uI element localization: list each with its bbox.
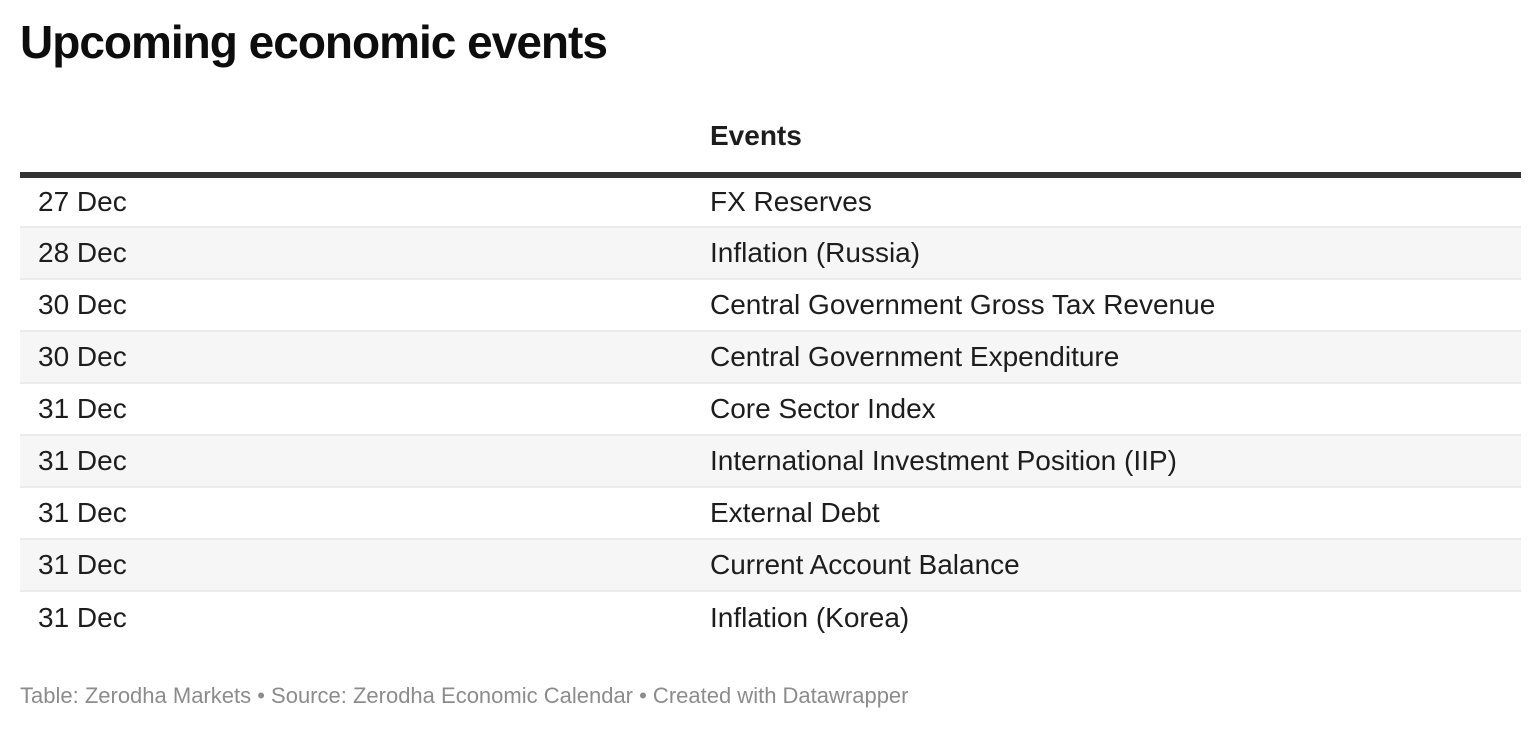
date-cell: 30 Dec (20, 278, 692, 331)
event-cell: Inflation (Russia) (692, 226, 1521, 279)
table-row: 28 Dec Inflation (Russia) (20, 226, 1521, 279)
table-row: 31 Dec Current Account Balance (20, 538, 1521, 591)
table-row: 30 Dec Central Government Gross Tax Reven… (20, 278, 1521, 331)
event-cell: Current Account Balance (692, 538, 1521, 591)
date-column-header (20, 120, 692, 178)
date-cell: 27 Dec (38, 186, 127, 217)
date-cell: 30 Dec (20, 330, 692, 383)
table-body: 27 Dec FX Reserves 28 Dec Inflation (Russia… (20, 175, 1521, 643)
event-cell: Central Government Gross Tax Revenue (692, 278, 1521, 331)
event-cell: Core Sector Index (692, 382, 1521, 435)
events-column-header: Events (692, 120, 1521, 178)
event-cell: External Debt (692, 486, 1521, 539)
table-row: 27 Dec FX Reserves (20, 175, 1521, 227)
date-cell: 31 Dec (20, 434, 692, 487)
date-cell: 31 Dec (20, 486, 692, 539)
table-row: 31 Dec External Debt (20, 486, 1521, 539)
events-table: Events 27 Dec FX Reserves 28 Dec Inflation … (20, 120, 1521, 643)
table-row: 31 Dec International Investment Position … (20, 434, 1521, 487)
table-row: 30 Dec Central Government Expenditure (20, 330, 1521, 383)
event-cell: FX Reserves (710, 186, 872, 217)
date-cell: 31 Dec (20, 590, 692, 643)
date-cell: 28 Dec (20, 226, 692, 279)
table-row: 31 Dec Inflation (Korea) (20, 590, 1521, 643)
event-cell: Central Government Expenditure (692, 330, 1521, 383)
table-row: 31 Dec Core Sector Index (20, 382, 1521, 435)
table-header-row: Events (20, 120, 1521, 178)
table-footer-attribution: Table: Zerodha Markets • Source: Zerodha… (20, 683, 909, 708)
page-title: Upcoming economic events (20, 16, 608, 68)
date-cell: 31 Dec (20, 538, 692, 591)
event-cell: Inflation (Korea) (692, 590, 1521, 643)
date-cell: 31 Dec (20, 382, 692, 435)
event-cell: International Investment Position (IIP) (692, 434, 1521, 487)
